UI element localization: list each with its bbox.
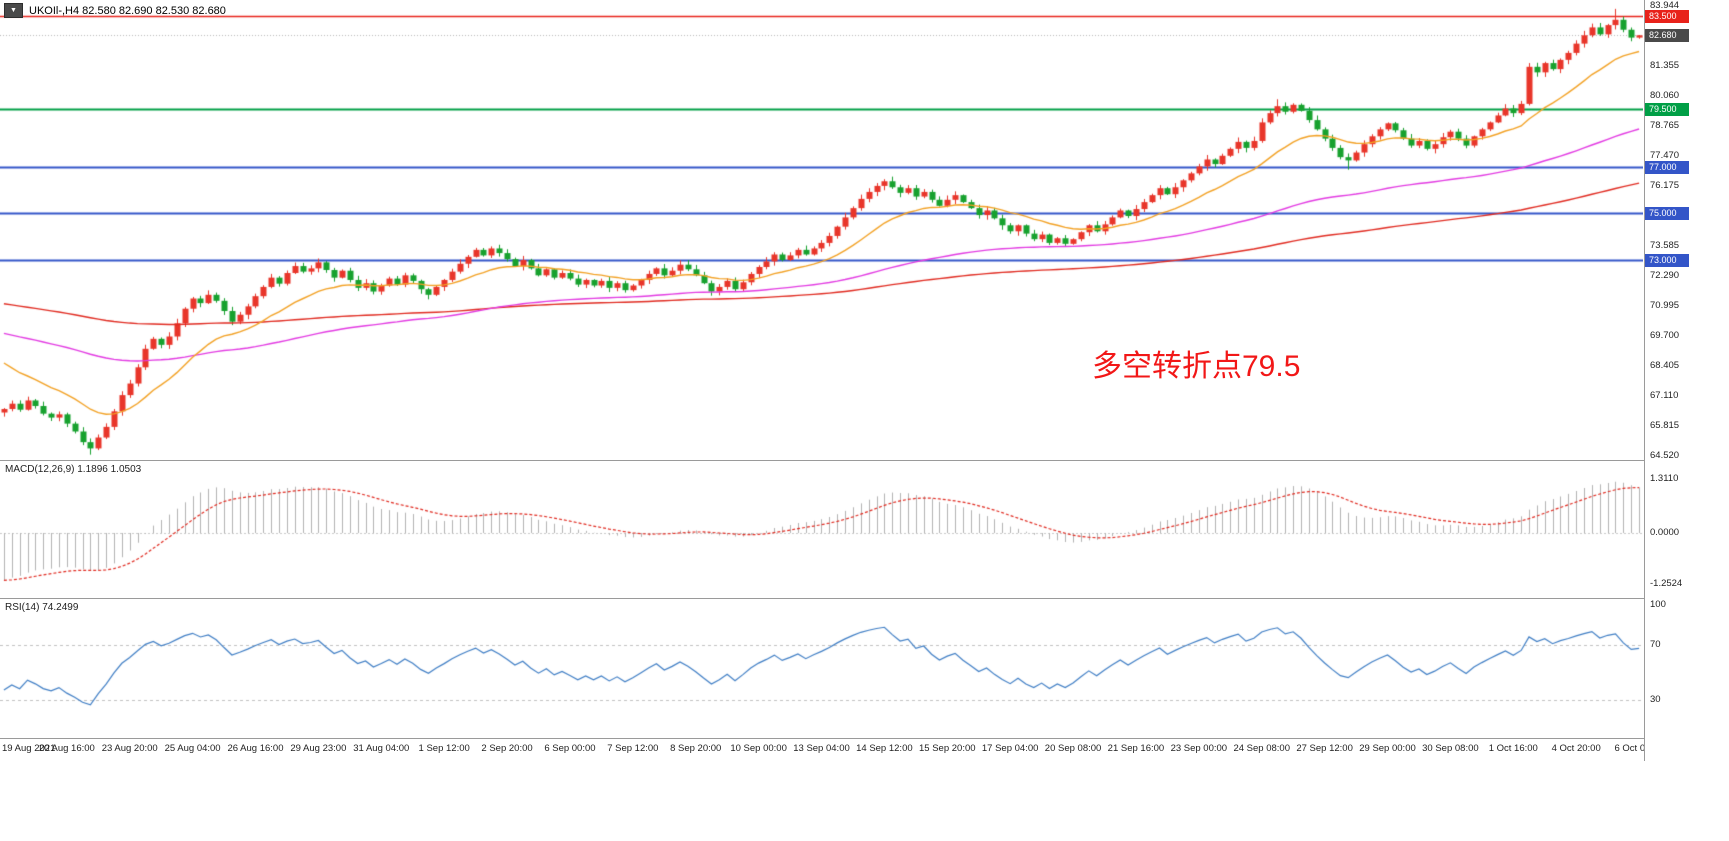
time-axis-label: 7 Sep 12:00 [607, 743, 659, 754]
time-axis-label: 30 Sep 08:00 [1422, 743, 1479, 754]
time-axis[interactable]: 19 Aug 2021 20 Aug 16:00 23 Aug 20:00 25 Au… [0, 739, 1664, 761]
rsi-canvas[interactable] [0, 599, 1643, 738]
price-chart-canvas[interactable] [0, 0, 1643, 460]
annotation-text: 多空转折点79.5 [1092, 350, 1301, 383]
rsi-axis-label: 100 [1650, 599, 1666, 610]
time-axis-label: 23 Sep 00:00 [1170, 743, 1228, 754]
macd-axis-label: -1.2524 [1650, 578, 1683, 590]
macd-axis-label: 1.3110 [1650, 473, 1679, 485]
time-axis-label: 10 Sep 00:00 [730, 743, 787, 754]
price-axis-label: 68.405 [1650, 360, 1680, 372]
price-chart-pane: ▼ UKOIl-,H4 82.580 82.690 82.530 82.680 … [0, 0, 1643, 460]
symbol-dropdown-button[interactable]: ▼ [4, 3, 23, 18]
time-axis-label: 6 Oct 00:00 [1614, 743, 1664, 754]
rsi-axis-label: 70 [1650, 638, 1661, 650]
price-level-badge: 77.000 [1645, 160, 1689, 174]
price-level-badge: 73.000 [1645, 253, 1689, 267]
time-axis-label: 26 Aug 16:00 [227, 743, 284, 754]
price-axis-label: 78.765 [1650, 120, 1680, 131]
time-axis-label: 29 Aug 23:00 [290, 743, 347, 754]
time-axis-label: 25 Aug 04:00 [164, 743, 221, 754]
symbol-bar: ▼ UKOIl-,H4 82.580 82.690 82.530 82.680 [4, 3, 226, 18]
time-axis-label: 31 Aug 04:00 [353, 743, 410, 754]
time-axis-label: 27 Sep 12:00 [1296, 743, 1353, 754]
time-axis-label: 21 Sep 16:00 [1107, 743, 1165, 754]
time-axis-label: 19 Aug 2021 [2, 743, 56, 754]
time-axis-label: 1 Oct 16:00 [1488, 743, 1538, 754]
pane-divider [0, 598, 1729, 599]
macd-indicator-pane: MACD(12,26,9) 1.1896 1.0503 [0, 461, 1643, 598]
time-axis-label: 2 Sep 20:00 [481, 743, 533, 754]
time-axis-label: 8 Sep 20:00 [670, 743, 722, 754]
macd-axis-label: 0.0000 [1650, 527, 1680, 538]
rsi-indicator-pane: RSI(14) 74.2499 [0, 599, 1643, 738]
price-axis-label: 80.060 [1650, 89, 1680, 101]
price-axis-label: 77.470 [1650, 150, 1680, 161]
time-axis-label: 29 Sep 00:00 [1359, 743, 1416, 754]
time-axis-label: 17 Sep 04:00 [981, 743, 1039, 754]
price-axis-label: 67.110 [1650, 390, 1679, 402]
price-level-badge: 79.500 [1645, 102, 1689, 116]
price-axis-label: 65.815 [1650, 420, 1680, 432]
price-axis-label: 83.944 [1650, 0, 1680, 11]
chevron-down-icon: ▼ [10, 7, 17, 14]
price-axis-label: 81.355 [1650, 59, 1680, 71]
price-axis-label: 69.700 [1650, 330, 1680, 342]
current-price-badge: 82.680 [1645, 29, 1689, 43]
price-axis-label: 73.585 [1650, 240, 1680, 252]
rsi-axis-label: 30 [1650, 693, 1661, 705]
price-level-badge: 83.500 [1645, 10, 1689, 24]
rsi-label: RSI(14) 74.2499 [5, 602, 79, 613]
time-axis-label: 24 Sep 08:00 [1233, 743, 1290, 754]
time-axis-label: 14 Sep 12:00 [856, 743, 913, 754]
price-axis-label: 64.520 [1650, 450, 1680, 462]
price-level-badge: 75.000 [1645, 207, 1689, 221]
price-axis-label: 70.995 [1650, 300, 1680, 312]
time-axis-label: 1 Sep 12:00 [418, 743, 470, 754]
time-axis-label: 4 Oct 20:00 [1551, 743, 1601, 754]
macd-label: MACD(12,26,9) 1.1896 1.0503 [5, 464, 142, 475]
macd-canvas[interactable] [0, 461, 1643, 598]
price-axis-label: 72.290 [1650, 270, 1680, 282]
price-axis-label: 76.175 [1650, 180, 1680, 191]
time-axis-label: 20 Sep 08:00 [1044, 743, 1102, 754]
time-axis-label: 20 Aug 16:00 [38, 743, 95, 754]
time-axis-label: 23 Aug 20:00 [101, 743, 158, 754]
pane-divider [0, 738, 1729, 739]
chart-ohlc-title: UKOIl-,H4 82.580 82.690 82.530 82.680 [29, 4, 226, 17]
time-axis-label: 6 Sep 00:00 [544, 743, 596, 754]
time-axis-label: 15 Sep 20:00 [919, 743, 976, 754]
pane-divider [0, 460, 1729, 461]
price-axis[interactable]: 83.94482.64981.35580.06078.76577.47076.1… [1644, 0, 1729, 761]
time-axis-label: 13 Sep 04:00 [793, 743, 850, 754]
